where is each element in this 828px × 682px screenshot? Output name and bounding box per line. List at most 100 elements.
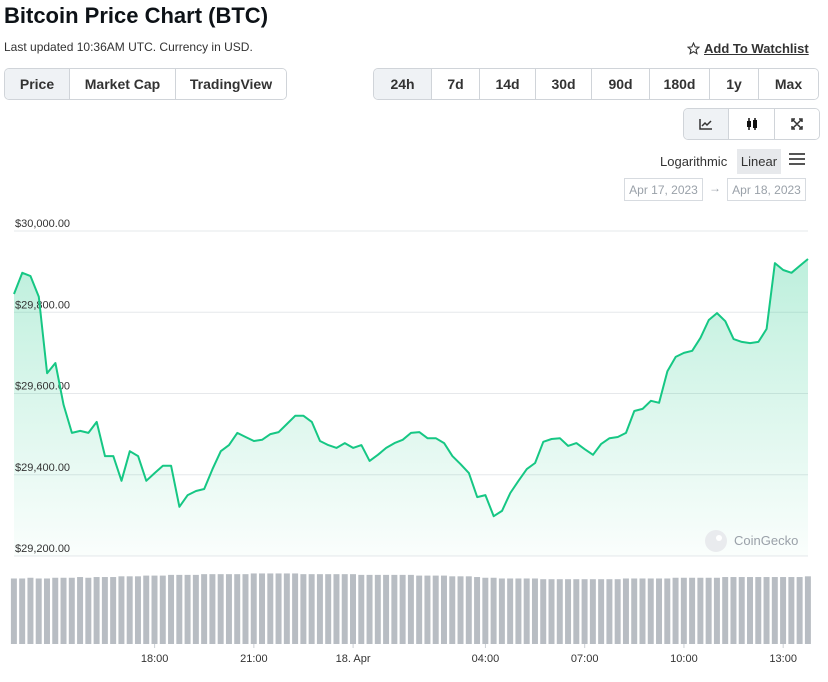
star-icon — [687, 42, 700, 55]
range-button[interactable]: 90d — [591, 69, 649, 99]
volume-bar — [747, 577, 753, 644]
range-button[interactable]: 14d — [479, 69, 535, 99]
range-button[interactable]: 30d — [535, 69, 591, 99]
volume-bar — [110, 577, 117, 644]
y-tick-label: $30,000.00 — [15, 218, 70, 230]
volume-bar — [573, 579, 580, 644]
watchlist-text: Add To Watchlist — [704, 41, 809, 56]
volume-bar — [755, 577, 762, 644]
range-button[interactable]: 24h — [374, 69, 431, 99]
volume-bar — [440, 575, 447, 644]
range-button[interactable]: 180d — [649, 69, 709, 99]
tab-group: Price Market Cap TradingView — [4, 68, 287, 100]
volume-bar — [217, 574, 224, 644]
volume-bar — [689, 577, 696, 644]
volume-bar — [300, 574, 307, 644]
volume-bar — [151, 575, 158, 644]
volume-bar — [283, 573, 290, 644]
volume-bar — [672, 577, 679, 644]
menu-icon[interactable] — [789, 153, 805, 166]
volume-bar — [780, 577, 787, 644]
candle-chart-button[interactable] — [728, 109, 774, 139]
range-button[interactable]: 7d — [431, 69, 479, 99]
volume-bar — [606, 579, 613, 644]
volume-bar — [350, 574, 356, 644]
volume-bar — [275, 573, 282, 644]
x-tick-label: 21:00 — [240, 653, 268, 665]
line-icon — [699, 119, 712, 130]
volume-bar — [498, 578, 505, 644]
date-from[interactable]: Apr 17, 2023 — [624, 178, 703, 201]
range-button[interactable]: Max — [758, 69, 818, 99]
date-to[interactable]: Apr 18, 2023 — [727, 178, 806, 201]
volume-bar — [259, 573, 266, 644]
volume-bar — [267, 573, 274, 644]
price-area — [14, 259, 808, 556]
volume-bar — [523, 578, 530, 644]
volume-bar — [738, 577, 745, 644]
tab[interactable]: TradingView — [175, 69, 286, 99]
volume-bar — [201, 574, 208, 644]
volume-bar — [771, 577, 778, 644]
volume-bar — [598, 579, 605, 644]
volume-bar — [697, 577, 704, 644]
page-title: Bitcoin Price Chart (BTC) — [4, 3, 269, 28]
volume-bar — [581, 579, 588, 644]
tab[interactable]: Price — [5, 69, 69, 99]
volume-bar — [209, 574, 216, 644]
volume-bar — [85, 577, 92, 644]
volume-bar — [796, 577, 803, 644]
volume-bar — [680, 577, 687, 644]
volume-bar — [292, 573, 299, 644]
volume-bar — [77, 577, 84, 644]
x-tick-label: 10:00 — [670, 653, 698, 665]
volume-bar — [52, 577, 59, 644]
volume-bar — [68, 577, 75, 644]
volume-bar — [656, 578, 663, 644]
fullscreen-button[interactable] — [774, 109, 819, 139]
volume-bar — [225, 574, 232, 644]
range-group: 24h 7d 14d 30d 90d 180d 1y Max — [373, 68, 819, 100]
volume-bar — [490, 577, 497, 644]
volume-bar — [325, 574, 332, 644]
volume-bar — [366, 574, 373, 644]
watchlist-link[interactable]: Add To Watchlist — [687, 41, 809, 56]
y-tick-label: $29,400.00 — [15, 462, 70, 474]
y-tick-label: $29,600.00 — [15, 381, 70, 393]
candle-icon — [746, 118, 757, 130]
linear-scale-option[interactable]: Linear — [737, 149, 781, 174]
volume-bar — [407, 574, 414, 644]
volume-bar — [159, 575, 166, 644]
volume-bar — [804, 576, 811, 644]
volume-bar — [589, 579, 596, 644]
log-scale-option[interactable]: Logarithmic — [660, 154, 728, 169]
date-separator: → — [709, 181, 721, 195]
tab[interactable]: Market Cap — [69, 69, 175, 99]
volume-bar — [639, 578, 646, 644]
volume-bar — [383, 574, 390, 644]
volume-bar — [101, 577, 108, 644]
volume-bar — [705, 577, 712, 644]
range-button[interactable]: 1y — [709, 69, 758, 99]
volume-bar — [449, 576, 456, 644]
volume-bar — [374, 574, 381, 644]
volume-bar — [556, 579, 563, 644]
volume-bar — [647, 578, 654, 644]
volume-bar — [457, 576, 464, 644]
x-tick-label: 13:00 — [769, 653, 797, 665]
line-chart-button[interactable] — [684, 109, 728, 139]
volume-bar — [548, 579, 555, 644]
volume-bar — [713, 577, 720, 644]
volume-bar — [168, 574, 175, 644]
volume-bar — [118, 576, 125, 644]
volume-bar — [316, 574, 323, 644]
y-tick-label: $29,800.00 — [15, 299, 70, 311]
volume-bar — [134, 576, 141, 644]
volume-bar — [176, 574, 183, 644]
volume-bar — [565, 579, 572, 644]
volume-bar — [93, 577, 100, 644]
volume-bar — [60, 577, 67, 644]
volume-bar — [192, 574, 199, 644]
